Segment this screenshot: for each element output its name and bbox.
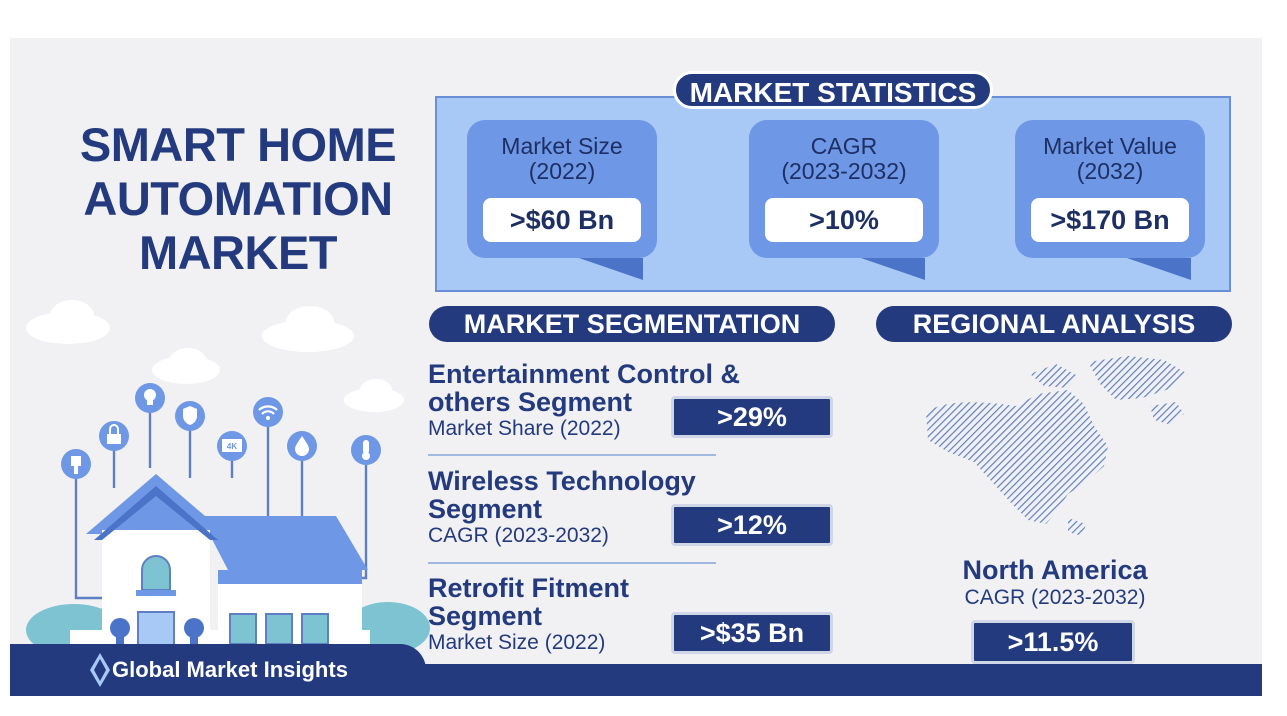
divider (428, 454, 716, 456)
segment-title: Segment (428, 601, 543, 631)
segment-title: Segment (428, 494, 543, 524)
speech-tail (861, 258, 925, 280)
infographic-panel: SMART HOME AUTOMATION MARKET Market Size… (10, 38, 1262, 696)
4k-tv-icon: 4K (217, 431, 247, 461)
divider (428, 562, 716, 564)
segment-retrofit: Retrofit Fitment Segment Market Size (20… (428, 574, 629, 656)
stat-card-market-size: Market Size (2022) >$60 Bn (467, 120, 657, 280)
segment-wireless: Wireless Technology Segment CAGR (2023-2… (428, 467, 696, 549)
lock-icon (99, 421, 129, 451)
water-drop-icon (287, 431, 317, 461)
regional-analysis-heading: REGIONAL ANALYSIS (876, 306, 1232, 342)
title-line: MARKET (138, 226, 338, 279)
speech-tail (1127, 258, 1191, 280)
region-name: North America (962, 555, 1148, 585)
stat-value: >$170 Bn (1031, 198, 1189, 242)
diamond-logo-icon (90, 653, 110, 687)
market-statistics-box: Market Size (2022) >$60 Bn CAGR (2023-20… (435, 96, 1231, 292)
market-segmentation-heading: MARKET SEGMENTATION (429, 306, 835, 342)
logo-text: Global Market Insights (112, 657, 348, 682)
smart-home-illustration: 4K (26, 300, 430, 656)
stat-value: >$60 Bn (483, 198, 641, 242)
segment-metric: Market Share (2022) (428, 417, 621, 440)
stat-card-cagr: CAGR (2023-2032) >10% (749, 120, 939, 280)
segment-value: >12% (671, 504, 833, 546)
title-line: AUTOMATION (83, 172, 393, 225)
title-line: SMART HOME (79, 118, 397, 171)
footer-logo-tab (10, 644, 426, 696)
page-title: SMART HOME AUTOMATION MARKET (38, 118, 438, 280)
segment-metric: CAGR (2023-2032) (428, 524, 609, 547)
region-value: >11.5% (971, 620, 1135, 664)
thermometer-icon (351, 435, 381, 465)
wifi-icon (253, 397, 283, 427)
stat-value: >10% (765, 198, 923, 242)
segment-title: others Segment (428, 387, 633, 417)
segment-entertainment: Entertainment Control & others Segment M… (428, 360, 740, 442)
segment-title: Retrofit Fitment (428, 573, 629, 603)
bulb-icon (135, 383, 165, 413)
stat-label: Market Size (2022) (501, 133, 623, 184)
north-america-map-icon (926, 356, 1188, 536)
stat-label: CAGR (2023-2032) (781, 133, 907, 184)
stat-label: Market Value (2032) (1043, 133, 1177, 184)
segment-metric: Market Size (2022) (428, 631, 606, 654)
svg-text:4K: 4K (227, 442, 237, 451)
speech-tail (579, 258, 643, 280)
region-metric: CAGR (2023-2032) (964, 586, 1146, 609)
stat-card-market-value: Market Value (2032) >$170 Bn (1015, 120, 1205, 280)
segment-value: >$35 Bn (671, 612, 833, 654)
segment-title: Entertainment Control & (428, 359, 741, 389)
market-statistics-heading: MARKET STATISTICS (673, 71, 993, 109)
segment-title: Wireless Technology (428, 466, 696, 496)
cloud-icon (26, 300, 404, 412)
shield-icon (175, 401, 205, 431)
plug-icon (61, 449, 91, 479)
company-logo: Global Market Insights (90, 653, 348, 687)
segment-value: >29% (671, 396, 833, 438)
